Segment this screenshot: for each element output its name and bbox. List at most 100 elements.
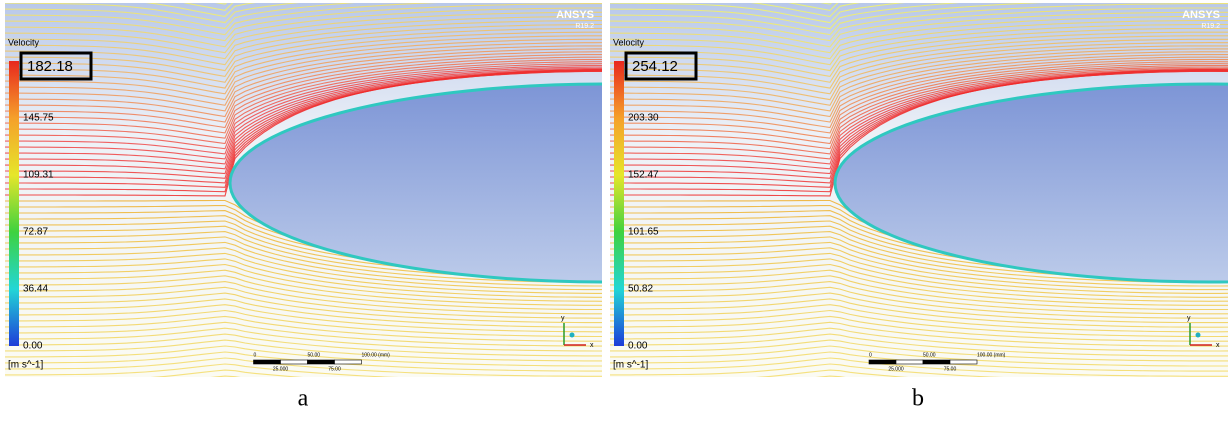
streamline: [5, 241, 602, 287]
streamline: [5, 327, 602, 352]
streamline: [5, 68, 602, 165]
streamline: [5, 69, 602, 197]
streamline: [5, 298, 602, 328]
scale-bar: [253, 359, 281, 365]
streamline: [610, 45, 1228, 106]
streamline: [610, 327, 1228, 352]
caption: b: [912, 386, 924, 412]
streamline: [5, 286, 602, 319]
legend-tick: 145.75: [23, 113, 54, 124]
streamline: [5, 3, 602, 42]
streamline: [5, 11, 602, 54]
streamline: [5, 258, 602, 298]
legend-tick: 203.30: [628, 113, 659, 124]
airfoil: [228, 82, 602, 284]
legend-title: Velocity: [8, 37, 40, 47]
streamline: [610, 304, 1228, 333]
unit: [m s^-1]: [613, 360, 648, 371]
streamline: [610, 69, 1228, 197]
axis-z: [569, 332, 575, 338]
brand: ANSYS: [556, 9, 594, 21]
panel: ANSYS R19.2 Velocity 254.12 203.30 152.47 101.…: [610, 3, 1228, 377]
streamline: [610, 61, 1228, 139]
flow-field: [5, 3, 602, 377]
scale-label: 25.000: [273, 366, 289, 372]
streamline: [610, 275, 1228, 311]
max-box: [624, 51, 698, 81]
streamline: [5, 31, 602, 83]
streamline: [5, 3, 356, 30]
streamline: [5, 27, 602, 78]
streamline: [5, 66, 602, 155]
streamline: [5, 69, 602, 193]
axis-y-label: y: [1187, 315, 1191, 322]
streamline: [610, 281, 1228, 315]
legend-tick: 50.82: [628, 284, 653, 295]
airfoil: [833, 82, 1228, 284]
streamline: [5, 339, 602, 362]
streamline: [610, 31, 1228, 83]
streamline: [5, 56, 602, 129]
streamline: [5, 263, 602, 302]
streamline: [5, 42, 602, 101]
streamline: [5, 309, 602, 338]
streamline: [610, 292, 1228, 324]
streamline: [610, 56, 1228, 129]
color-bar: [614, 61, 624, 346]
streamline: [5, 315, 602, 342]
scale-label: 75.00: [944, 366, 957, 372]
scale-label: 100.00 (mm): [977, 352, 1006, 358]
streamline: [5, 48, 602, 112]
streamline: [610, 236, 1228, 284]
streamline: [610, 315, 1228, 342]
streamline: [5, 61, 602, 139]
scale-label: 25.000: [888, 366, 904, 372]
version: R19.2: [1201, 23, 1220, 30]
streamline: [610, 286, 1228, 319]
streamline: [610, 23, 1228, 72]
max-value: 254.12: [632, 58, 678, 75]
streamline: [610, 27, 1228, 78]
streamline: [5, 3, 439, 36]
streamline: [610, 3, 1228, 42]
streamline: [5, 363, 399, 377]
streamline: [610, 19, 1228, 66]
streamline: [5, 15, 602, 60]
scale-label: 50.00: [308, 352, 321, 358]
streamline: [610, 247, 1228, 291]
streamline: [610, 269, 1228, 306]
streamline: [610, 63, 1228, 145]
flow-field: [610, 3, 1228, 377]
legend-tick: 0.00: [628, 341, 648, 352]
scale-label: 75.00: [328, 366, 341, 372]
streamline: [610, 345, 1228, 367]
streamline: [610, 357, 1228, 377]
streamline: [5, 304, 602, 333]
scale-bar: [868, 359, 897, 365]
streamline: [5, 38, 602, 95]
streamline: [5, 58, 602, 134]
scale-bar: [334, 359, 362, 365]
legend-tick: 101.65: [628, 227, 659, 238]
streamline: [5, 236, 602, 284]
max-value: 182.18: [27, 58, 73, 75]
streamline: [5, 252, 602, 294]
axis-x-label: x: [1216, 342, 1220, 349]
legend-tick: 0.00: [23, 341, 43, 352]
legend-tick: 72.87: [23, 227, 48, 238]
streamline: [610, 252, 1228, 294]
legend-tick: 109.31: [23, 170, 54, 181]
streamline: [610, 11, 1228, 54]
scale-label: 100.00 (mm): [362, 352, 391, 358]
axis-z: [1195, 332, 1201, 338]
streamline: [610, 3, 961, 30]
streamline: [610, 321, 1228, 347]
streamline: [5, 321, 602, 347]
axis-y-label: y: [561, 315, 565, 322]
panel: ANSYS R19.2 Velocity 182.18 145.75 109.31 72.8…: [5, 3, 602, 377]
scale-label: 0: [869, 352, 872, 358]
version: R19.2: [575, 23, 594, 30]
streamline: [5, 357, 602, 377]
streamline: [5, 281, 602, 315]
